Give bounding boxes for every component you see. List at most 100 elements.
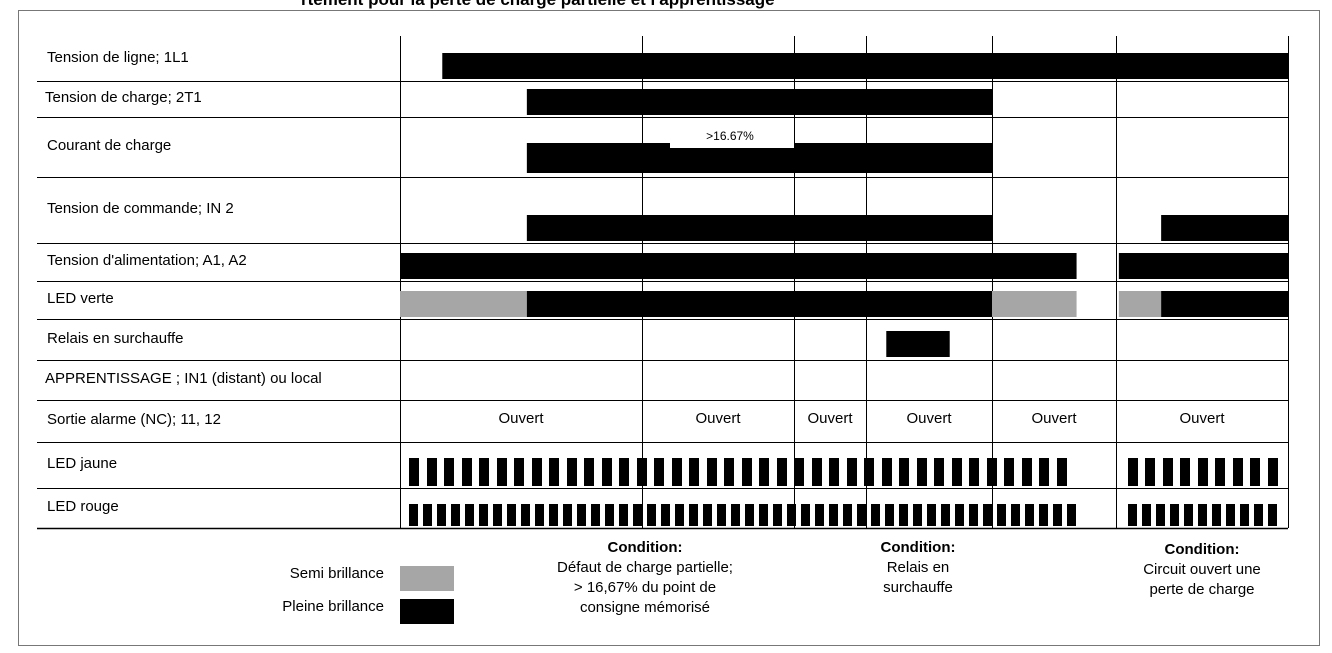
current-notch <box>670 143 794 148</box>
blink-pulse <box>532 458 542 486</box>
condition-overheat: Condition: Relais en surchauffe <box>848 538 988 598</box>
condition-line: Circuit ouvert une <box>1143 561 1261 578</box>
blink-pulse <box>934 458 944 486</box>
blink-pulse <box>689 458 699 486</box>
blink-pulse <box>451 504 460 526</box>
blink-pulse <box>857 504 866 526</box>
blink-pulse <box>479 504 488 526</box>
blink-pulse <box>1254 504 1263 526</box>
blink-pulse <box>864 458 874 486</box>
signal-high-bar <box>442 53 1288 79</box>
led-full-brightness <box>526 291 992 317</box>
blink-pulse <box>1268 504 1277 526</box>
led-full-brightness <box>1161 291 1288 317</box>
blink-pulse <box>1039 458 1049 486</box>
signal-high-bar <box>400 253 1077 279</box>
blink-pulse <box>731 504 740 526</box>
blink-pulse <box>1180 458 1190 486</box>
blink-pulse <box>829 458 839 486</box>
signal-label: LED jaune <box>47 455 118 472</box>
condition-line: Relais en <box>886 559 950 576</box>
condition-heading: Condition: <box>880 539 956 556</box>
blink-pulse <box>1022 458 1032 486</box>
blink-pulse <box>1226 504 1235 526</box>
blink-pulse <box>479 458 489 486</box>
blink-pulse <box>1233 458 1243 486</box>
blink-pulse <box>549 504 558 526</box>
blink-pulse <box>952 458 962 486</box>
blink-pulse <box>497 458 507 486</box>
blink-pulse <box>899 504 908 526</box>
alarm-state-label: Ouvert <box>1031 410 1077 427</box>
blink-pulse <box>619 458 629 486</box>
blink-pulse <box>444 458 454 486</box>
blink-pulse <box>535 504 544 526</box>
signal-label: Tension d'alimentation; A1, A2 <box>47 252 247 269</box>
signal-label: Tension de charge; 2T1 <box>45 89 202 106</box>
blink-pulse <box>661 504 670 526</box>
blink-pulse <box>815 504 824 526</box>
signal-label: APPRENTISSAGE ; IN1 (distant) ou local <box>45 370 322 387</box>
half-brightness-swatch <box>400 566 454 591</box>
blink-pulse <box>563 504 572 526</box>
blink-pulse <box>812 458 822 486</box>
blink-pulse <box>675 504 684 526</box>
blink-pulse <box>983 504 992 526</box>
blink-pulse <box>724 458 734 486</box>
blink-pulse <box>619 504 628 526</box>
condition-line: > 16,67% du point de <box>573 579 717 596</box>
legend-half-label: Semi brillance <box>289 565 384 582</box>
blink-pulse <box>1039 504 1048 526</box>
signal-high-bar <box>886 331 950 357</box>
blink-pulse <box>801 504 810 526</box>
blink-pulse <box>829 504 838 526</box>
blink-pulse <box>409 458 419 486</box>
blink-pulse <box>843 504 852 526</box>
blink-pulse <box>773 504 782 526</box>
blink-pulse <box>507 504 516 526</box>
blink-pulse <box>1053 504 1062 526</box>
blink-pulse <box>717 504 726 526</box>
blink-pulse <box>577 504 586 526</box>
blink-pulse <box>917 458 927 486</box>
condition-line: consigne mémorisé <box>579 599 711 616</box>
legend-full-label: Pleine brillance <box>282 598 384 615</box>
blink-pulse <box>882 458 892 486</box>
condition-heading: Condition: <box>607 539 683 556</box>
blink-pulse <box>514 458 524 486</box>
blink-pulse <box>1128 458 1138 486</box>
blink-pulse <box>707 458 717 486</box>
blink-pulse <box>1163 458 1173 486</box>
blink-pulse <box>955 504 964 526</box>
blink-pulse <box>885 504 894 526</box>
signal-label: Tension de ligne; 1L1 <box>47 49 189 66</box>
blink-pulse <box>871 504 880 526</box>
blink-pulse <box>899 458 909 486</box>
signal-high-bar <box>1118 253 1288 279</box>
blink-pulse <box>647 504 656 526</box>
blink-pulse <box>1198 458 1208 486</box>
signal-high-bar <box>526 89 992 115</box>
blink-pulse <box>409 504 418 526</box>
blink-pulse <box>1184 504 1193 526</box>
blink-pulse <box>987 458 997 486</box>
blink-pulse <box>549 458 559 486</box>
blink-pulse <box>969 504 978 526</box>
blink-pulse <box>913 504 922 526</box>
blink-pulse <box>1250 458 1260 486</box>
blink-pulse <box>1170 504 1179 526</box>
blink-pulse <box>605 504 614 526</box>
blink-pulse <box>1240 504 1249 526</box>
blink-pulse <box>493 504 502 526</box>
blink-pulse <box>847 458 857 486</box>
blink-pulse <box>427 458 437 486</box>
signal-high-bar <box>1161 215 1288 241</box>
blink-pulse <box>1004 458 1014 486</box>
blink-pulse <box>1198 504 1207 526</box>
blink-pulse <box>423 504 432 526</box>
condition-heading: Condition: <box>1164 541 1240 558</box>
blink-pulse <box>759 504 768 526</box>
condition-partial-load: Condition: Défaut de charge partielle; >… <box>545 538 745 618</box>
signal-label: Relais en surchauffe <box>47 330 184 347</box>
